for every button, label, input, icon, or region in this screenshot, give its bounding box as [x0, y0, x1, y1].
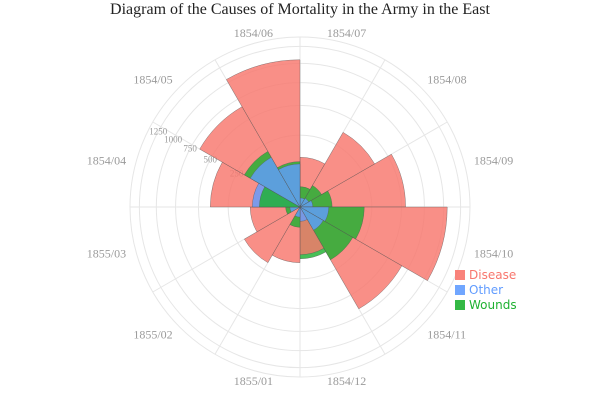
legend-label: Wounds [469, 298, 517, 312]
radial-tick-label: 1250 [149, 127, 168, 137]
angle-label: 1854/07 [327, 26, 366, 40]
angle-label: 1854/12 [327, 374, 366, 388]
angle-label: 1854/11 [427, 327, 466, 341]
angle-label: 1854/08 [427, 73, 466, 87]
legend-label: Disease [469, 268, 516, 282]
angle-label: 1854/06 [234, 26, 273, 40]
data-sectors [199, 59, 448, 310]
legend-swatch [455, 300, 465, 310]
angle-label: 1854/04 [87, 153, 126, 167]
angle-label: 1855/03 [87, 247, 126, 261]
radial-tick-label: 750 [183, 144, 197, 154]
legend-label: Other [469, 283, 503, 297]
radial-tick-label: 1000 [164, 135, 183, 145]
chart-title: Diagram of the Causes of Mortality in th… [110, 1, 490, 18]
sector-other [278, 163, 301, 208]
legend-swatch [455, 285, 465, 295]
angular-axis-labels: 1854/07 1854/08 1854/09 1854/10 1854/11 1854/… [87, 26, 513, 388]
angle-label: 1855/02 [133, 327, 172, 341]
radial-tick-label: 500 [204, 154, 218, 164]
angle-label: 1854/09 [474, 153, 513, 167]
angle-label: 1854/05 [133, 73, 172, 87]
angle-label: 1855/01 [234, 374, 273, 388]
angle-label: 1854/10 [474, 247, 513, 261]
sector-disease [244, 206, 301, 263]
legend-swatch [455, 270, 465, 280]
